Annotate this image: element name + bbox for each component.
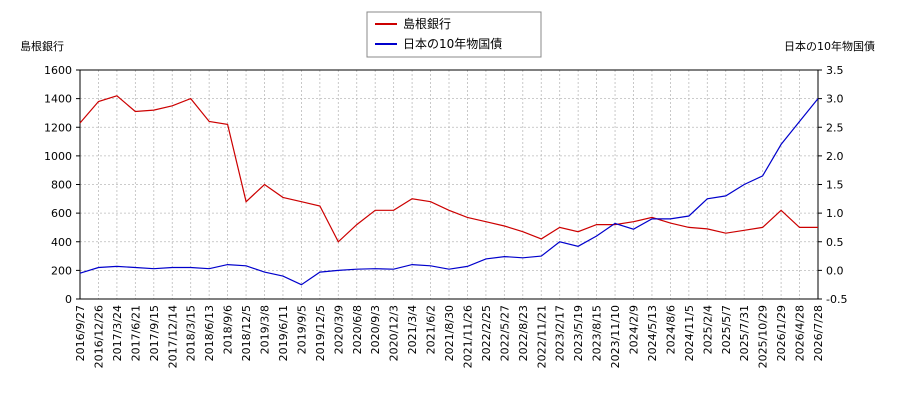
x-tick-label: 2022/2/25	[480, 305, 493, 361]
x-tick-label: 2023/5/19	[572, 305, 585, 361]
x-tick-label: 2024/5/13	[646, 305, 659, 361]
x-tick-label: 2025/7/31	[738, 305, 751, 361]
y-tick-label: 400	[51, 236, 72, 249]
y2-tick-label: 2.0	[826, 150, 844, 163]
y2-tick-label: 0.5	[826, 236, 844, 249]
x-tick-label: 2020/3/9	[332, 305, 345, 354]
x-tick-label: 2022/8/23	[517, 305, 530, 361]
legend-box	[366, 11, 542, 58]
x-tick-label: 2025/5/7	[720, 305, 733, 354]
x-tick-label: 2021/3/4	[406, 305, 419, 354]
y-axis-label: 島根銀行	[20, 39, 64, 53]
x-tick-label: 2021/11/26	[461, 305, 474, 368]
y2-tick-label: 1.0	[826, 207, 844, 220]
x-tick-label: 2023/8/15	[591, 305, 604, 361]
legend-label: 日本の10年物国債	[403, 36, 502, 51]
x-tick-label: 2019/12/5	[314, 305, 327, 361]
x-tick-label: 2025/2/4	[701, 305, 714, 354]
x-tick-label: 2018/9/6	[222, 305, 235, 354]
data-line	[79, 98, 819, 286]
plot-frame	[79, 69, 819, 300]
x-tick-label: 2018/3/15	[185, 305, 198, 361]
y2-tick-label: -0.5	[826, 293, 847, 306]
x-tick-label: 2026/4/28	[794, 305, 807, 361]
y2-tick-label: 1.5	[826, 179, 844, 192]
y-tick-label: 1600	[44, 64, 72, 77]
y-tick-label: 200	[51, 264, 72, 277]
x-tick-label: 2020/6/8	[351, 305, 364, 354]
y-tick-label: 0	[65, 293, 72, 306]
x-tick-label: 2016/12/26	[92, 305, 105, 368]
legend-label: 島根銀行	[403, 16, 451, 31]
x-tick-label: 2019/6/11	[277, 305, 290, 361]
x-tick-label: 2017/6/21	[129, 305, 142, 361]
x-tick-label: 2026/1/29	[775, 305, 788, 361]
x-tick-label: 2023/2/17	[554, 305, 567, 361]
x-tick-label: 2020/12/3	[388, 305, 401, 361]
y-tick-label: 600	[51, 207, 72, 220]
y-tick-label: 1200	[44, 121, 72, 134]
x-tick-label: 2020/9/3	[369, 305, 382, 354]
x-tick-label: 2024/2/9	[628, 305, 641, 354]
x-tick-label: 2018/6/13	[203, 305, 216, 361]
x-tick-label: 2022/5/27	[498, 305, 511, 361]
x-tick-label: 2018/12/5	[240, 305, 253, 361]
x-tick-label: 2025/10/29	[757, 305, 770, 368]
x-tick-label: 2026/7/28	[812, 305, 825, 361]
x-tick-label: 2024/8/6	[664, 305, 677, 354]
y2-tick-label: 3.0	[826, 93, 844, 106]
y2-tick-label: 2.5	[826, 121, 844, 134]
x-tick-label: 2016/9/27	[74, 305, 87, 361]
x-tick-label: 2017/3/24	[111, 305, 124, 361]
x-tick-label: 2019/9/5	[295, 305, 308, 354]
x-tick-label: 2017/9/15	[148, 305, 161, 361]
y-tick-label: 800	[51, 179, 72, 192]
x-tick-label: 2022/11/21	[535, 305, 548, 368]
x-tick-label: 2021/8/30	[443, 305, 456, 361]
x-tick-label: 2024/11/5	[683, 305, 696, 361]
y2-tick-label: 0.0	[826, 264, 844, 277]
y-tick-label: 1000	[44, 150, 72, 163]
x-tick-label: 2021/6/2	[425, 305, 438, 354]
y2-axis-label: 日本の10年物国債	[784, 39, 875, 53]
data-line	[79, 95, 818, 243]
y2-tick-label: 3.5	[826, 64, 844, 77]
x-tick-label: 2017/12/14	[166, 305, 179, 368]
x-tick-label: 2019/3/8	[259, 305, 272, 354]
y-tick-label: 1400	[44, 93, 72, 106]
x-tick-label: 2023/11/10	[609, 305, 622, 368]
